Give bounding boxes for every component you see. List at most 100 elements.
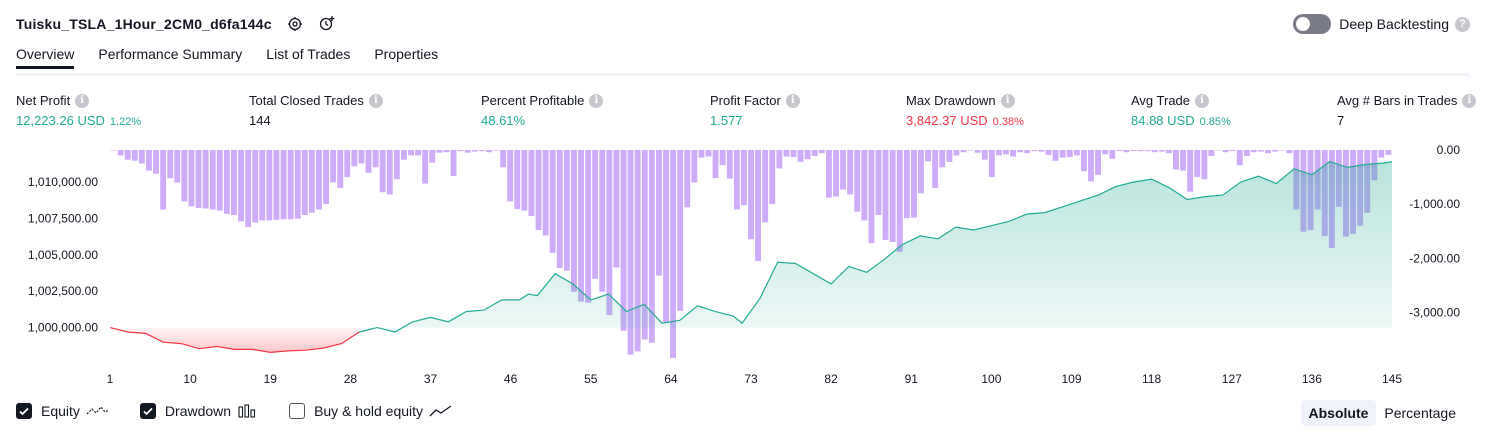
drawdown-bar [330, 150, 337, 183]
drawdown-bar [889, 150, 896, 242]
drawdown-bar [117, 150, 124, 156]
tab-properties[interactable]: Properties [374, 46, 439, 62]
tab-overview[interactable]: Overview [16, 46, 75, 69]
drawdown-bar [776, 150, 783, 169]
drawdown-bar [748, 150, 754, 240]
drawdown-bar [1151, 150, 1158, 153]
drawdown-bar [1180, 150, 1186, 171]
drawdown-bar [882, 150, 889, 240]
drawdown-bar [656, 150, 662, 276]
drawdown-bar [337, 150, 344, 188]
equity-checkbox[interactable] [16, 403, 32, 419]
drawdown-bar [478, 150, 485, 152]
drawdown-bar [1236, 150, 1243, 166]
drawdown-bar [160, 150, 167, 210]
drawdown-bar [1095, 150, 1101, 175]
metric-label: Net Profit [16, 93, 71, 108]
x-axis-tick-label: 64 [664, 372, 678, 386]
drawdown-bar [358, 150, 365, 164]
metric-percent: 0.38% [992, 116, 1024, 128]
drawdown-bar [847, 150, 854, 195]
drawdown-bar [301, 150, 308, 215]
drawdown-bar [124, 150, 131, 160]
drawdown-bar [811, 150, 818, 156]
drawdown-bar [1059, 150, 1066, 158]
drawdown-bar [939, 150, 946, 168]
drawdown-bar [1229, 150, 1236, 152]
drawdown-bar [401, 150, 407, 160]
drawdown-bar [946, 150, 953, 162]
drawdown-bar [1265, 150, 1271, 154]
drawdown-bar [911, 150, 917, 218]
display-mode-switch: Absolute Percentage [1300, 400, 1465, 426]
metric-value: 84.88 USD [1131, 113, 1195, 128]
x-axis-tick-label: 127 [1222, 372, 1242, 386]
drawdown-bar [393, 150, 400, 180]
left-axis-tick-label: 1,005,000.00 [28, 248, 98, 262]
drawdown-bar [733, 150, 740, 210]
drawdown-bar [486, 150, 492, 153]
info-icon[interactable]: i [589, 93, 604, 108]
x-axis-tick-label: 37 [424, 372, 438, 386]
x-axis-tick-label: 73 [744, 372, 758, 386]
drawdown-bar [783, 150, 790, 157]
drawdown-bar [627, 150, 634, 355]
legend-equity[interactable]: Equity [16, 403, 110, 419]
metric-value: 144 [249, 113, 271, 128]
drawdown-bar [167, 150, 174, 179]
drawdown-bar [415, 150, 422, 156]
buy-hold-checkbox[interactable] [289, 403, 306, 419]
tab-performance-summary[interactable]: Performance Summary [98, 46, 243, 62]
drawdown-bar [1258, 150, 1264, 152]
drawdown-bar [386, 150, 393, 195]
deep-backtesting-toggle[interactable] [1293, 14, 1332, 34]
drawdown-bar [493, 150, 499, 151]
drawdown-bar [1130, 150, 1137, 152]
info-icon[interactable]: i [1462, 93, 1477, 108]
drawdown-bar [641, 150, 648, 340]
add-alert-icon[interactable] [318, 15, 336, 33]
drawdown-bar [790, 150, 797, 157]
drawdown-bar [1272, 150, 1279, 152]
drawdown-bar [1038, 150, 1045, 152]
metric-label: Total Closed Trades [249, 93, 364, 108]
percentage-button[interactable]: Percentage [1384, 405, 1456, 421]
legend-drawdown[interactable]: Drawdown [139, 403, 259, 419]
info-icon[interactable]: i [75, 93, 90, 108]
x-axis-tick-label: 100 [981, 372, 1001, 386]
drawdown-bar [344, 150, 351, 178]
metric-avg-bars-in-trades: Avg # Bars in Trades i 7 [1337, 93, 1477, 128]
drawdown-bar [826, 150, 832, 198]
info-icon[interactable]: i [368, 93, 383, 108]
tab-list-of-trades[interactable]: List of Trades [266, 46, 351, 62]
drawdown-bar [1250, 150, 1257, 153]
drawdown-bar [146, 150, 152, 171]
info-icon[interactable]: i [1195, 93, 1210, 108]
tab-divider [16, 73, 1470, 76]
equity-drawdown-chart[interactable]: 1,010,000.00 1,007,500.00 1,005,000.00 1,00… [0, 140, 1486, 390]
metrics-row: Net Profit i 12,223.26 USD 1.22% Total Clo… [0, 93, 1486, 133]
info-icon[interactable]: i [785, 93, 800, 108]
metric-value: 3,842.37 USD [906, 113, 988, 128]
absolute-button[interactable]: Absolute [1300, 400, 1377, 426]
drawdown-bar [471, 150, 478, 152]
drawdown-bar [195, 150, 202, 208]
metric-value: 12,223.26 USD [16, 113, 105, 128]
drawdown-bar [294, 150, 301, 219]
settings-gear-icon[interactable] [286, 15, 304, 33]
drawdown-bar [1173, 150, 1179, 170]
drawdown-checkbox[interactable] [139, 403, 156, 419]
drawdown-bar [840, 150, 846, 190]
drawdown-bar [308, 150, 315, 213]
drawdown-bar [500, 150, 507, 168]
drawdown-bar [252, 150, 259, 223]
x-axis-tick-label: 1 [107, 372, 114, 386]
legend-buy-hold[interactable]: Buy & hold equity [289, 403, 453, 419]
help-icon[interactable]: ? [1455, 16, 1470, 32]
drawdown-bar [804, 150, 811, 160]
drawdown-bar [1279, 150, 1286, 151]
info-icon[interactable]: i [1000, 93, 1015, 108]
drawdown-bar [231, 150, 237, 215]
right-axis-tick-label: -3,000.00 [1409, 305, 1460, 319]
x-axis-tick-label: 91 [905, 372, 919, 386]
